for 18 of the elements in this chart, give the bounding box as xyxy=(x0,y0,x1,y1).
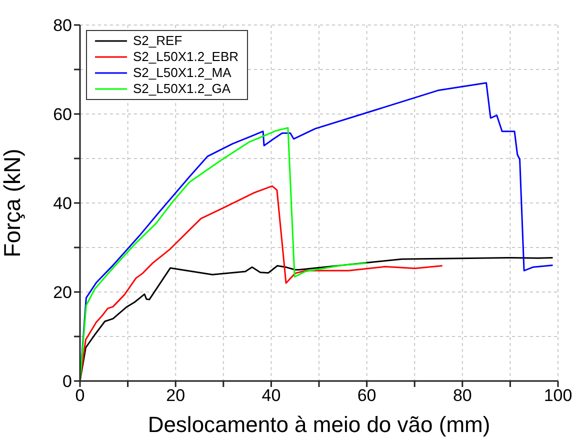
x-tick-label: 0 xyxy=(75,386,85,406)
x-tick-label: 100 xyxy=(544,386,572,406)
legend-label: S2_REF xyxy=(133,33,182,49)
legend-label: S2_L50X1.2_GA xyxy=(133,81,231,97)
y-axis-title: Força (kN) xyxy=(0,148,26,258)
x-tick-label: 80 xyxy=(452,386,472,406)
y-tick-label: 60 xyxy=(53,105,72,124)
y-tick-label: 80 xyxy=(53,16,72,36)
y-tick-label: 0 xyxy=(62,372,72,392)
x-axis-title: Deslocamento à meio do vão (mm) xyxy=(148,412,490,437)
y-tick-label: 20 xyxy=(53,283,72,302)
legend-label: S2_L50X1.2_MA xyxy=(133,65,232,81)
x-tick-label: 20 xyxy=(166,386,186,406)
x-tick-label: 60 xyxy=(357,386,376,406)
x-tick-label: 40 xyxy=(262,386,281,406)
y-tick-label: 40 xyxy=(53,194,72,214)
legend-label: S2_L50X1.2_EBR xyxy=(133,49,239,65)
line-series xyxy=(80,256,554,381)
